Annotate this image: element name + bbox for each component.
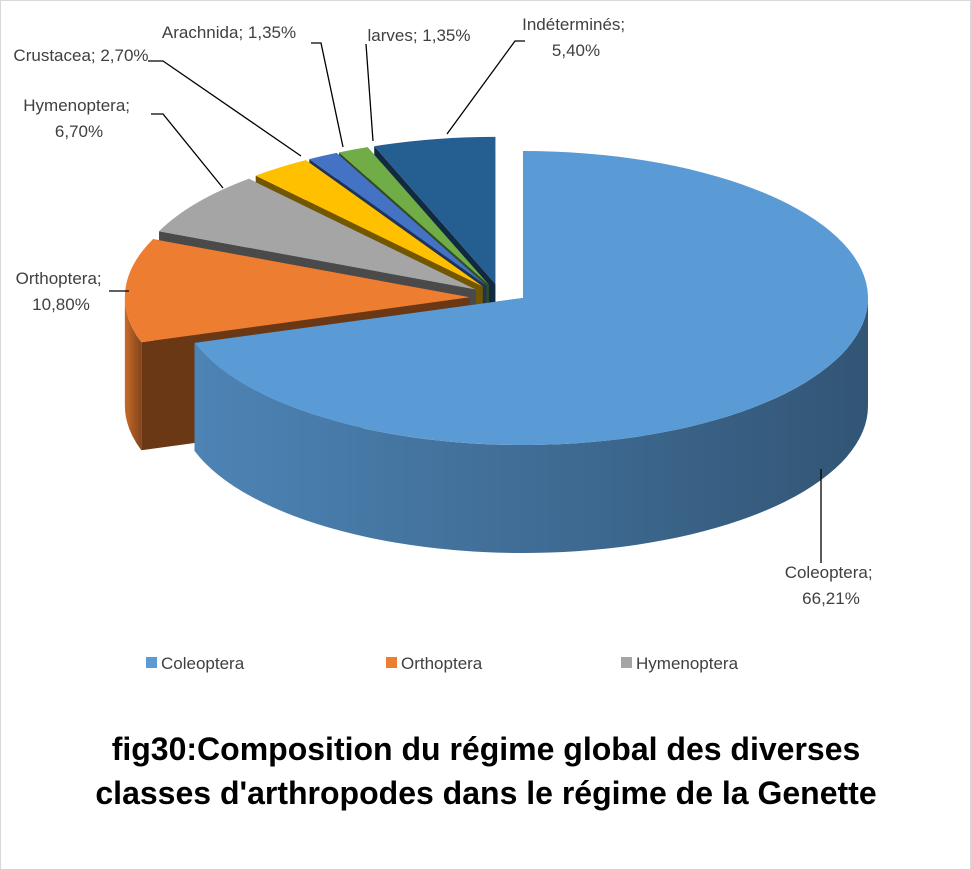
slice-side [124,297,142,451]
data-label: larves; 1,35% [368,26,471,45]
chart-title: fig30:Composition du régime global des d… [95,731,877,811]
leader-line [151,113,224,189]
legend-swatch [386,657,397,668]
data-label: Hymenoptera; 6,70% [23,96,135,141]
data-label: Crustacea; 2,70% [13,46,148,65]
data-label: Arachnida; 1,35% [162,23,296,42]
legend-label: Orthoptera [401,654,483,673]
slice-top [255,160,483,287]
slice-side [194,298,868,554]
leader-line [446,40,525,135]
slice [194,151,868,554]
slice-top [159,178,476,290]
data-label: Indéterminés; 5,40% [522,15,630,60]
legend-label: Hymenoptera [636,654,739,673]
legend-swatch [621,657,632,668]
legend-swatch [146,657,157,668]
slice-top [374,136,496,284]
slice-top [309,152,487,286]
leader-line [365,43,374,142]
leader-line [148,60,302,157]
slice-top [194,151,868,446]
leader-line [311,42,344,148]
slice-top [124,239,470,343]
data-label: Coleoptera; 66,21% [785,563,878,608]
pie-chart: Coleoptera; 66,21% Orthoptera; 10,80% Hyme… [13,15,878,673]
legend-label: Coleoptera [161,654,245,673]
slice-top [339,147,489,285]
data-label: Orthoptera; 10,80% [16,269,107,314]
